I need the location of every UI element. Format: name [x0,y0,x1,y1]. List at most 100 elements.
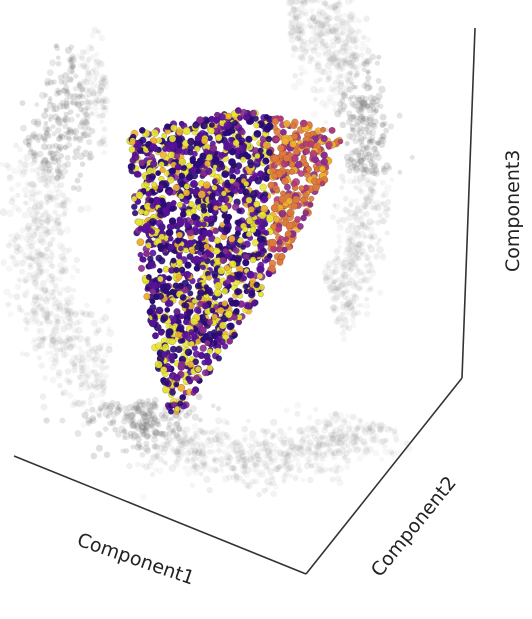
shadow-point [24,351,30,358]
shadow-point [85,99,92,106]
shadow-left-plane [0,26,114,438]
shadow-point [45,278,50,283]
shadow-point [102,104,109,111]
shadow-point [298,31,304,36]
shadow-point [24,311,29,317]
shadow-point [337,424,345,432]
shadow-point [347,76,354,83]
shadow-point [44,309,50,316]
shadow-point [252,478,260,485]
shadow-point [366,129,373,136]
shadow-point [344,227,352,234]
shadow-point [356,242,363,248]
shadow-point [80,365,87,372]
shadow-point [328,4,336,11]
shadow-point [71,264,78,271]
shadow-point [61,212,67,218]
shadow-point [37,235,45,244]
shadow-point [364,296,370,302]
shadow-point [66,135,72,141]
data-point [183,270,192,279]
shadow-point [53,356,60,363]
shadow-point [357,157,365,164]
shadow-point [41,252,50,260]
shadow-point [37,355,42,361]
shadow-point [165,425,171,431]
shadow-point [86,87,92,93]
shadow-point [332,107,338,113]
shadow-point [46,256,54,264]
shadow-point [20,250,26,256]
shadow-point [329,287,335,293]
shadow-point [41,287,49,294]
shadow-point [69,64,75,69]
shadow-point [384,184,392,192]
shadow-point [218,468,224,473]
shadow-point [62,144,69,151]
shadow-point [51,296,58,303]
shadow-point [54,318,60,324]
shadow-point [32,199,39,205]
shadow-point [70,354,78,362]
shadow-point [354,435,360,442]
shadow-point [23,317,31,324]
shadow-point [334,37,342,45]
shadow-point [46,69,54,77]
shadow-point [51,275,58,282]
shadow-point [357,269,364,276]
shadow-point [383,127,390,134]
shadow-point [52,113,60,121]
shadow-point [26,206,34,214]
shadow-point [95,444,103,452]
shadow-point [42,124,50,132]
shadow-point [55,302,64,310]
shadow-point [298,71,304,77]
data-point [190,213,199,221]
shadow-point [55,369,63,376]
shadow-point [319,99,327,107]
shadow-point [333,15,339,22]
shadow-point [344,308,351,316]
shadow-point [307,59,313,65]
shadow-point [79,381,86,388]
shadow-point [24,222,33,231]
shadow-point [43,417,50,424]
shadow-point [365,268,372,274]
shadow-point [71,363,79,370]
shadow-point [93,330,99,336]
shadow-point [341,61,347,67]
data-point [320,158,329,166]
data-point [297,170,305,178]
shadow-point [51,217,58,224]
shadow-point [337,224,344,231]
shadow-point [313,33,321,41]
axes-box [13,27,476,575]
data-point [182,318,190,326]
shadow-point [330,281,337,288]
shadow-point [65,141,73,149]
shadow-point [280,439,288,447]
shadow-point [77,80,83,86]
shadow-point [313,44,321,51]
data-point [248,289,256,297]
shadow-point [5,265,13,273]
shadow-point [105,346,113,354]
shadow-point [16,207,23,213]
shadow-point [368,167,376,175]
shadow-point [67,378,74,384]
shadow-point [373,253,380,260]
shadow-point [330,305,336,311]
shadow-point [30,339,39,347]
shadow-point [387,123,395,130]
shadow-point [92,385,99,391]
shadow-point [348,242,356,250]
shadow-point [372,149,380,157]
shadow-point [362,129,369,136]
data-point [248,175,255,182]
shadow-point [53,150,60,157]
data-point [296,222,304,230]
shadow-point [58,122,64,127]
shadow-point [39,223,45,229]
shadow-point [194,462,199,468]
shadow-point [97,60,105,68]
